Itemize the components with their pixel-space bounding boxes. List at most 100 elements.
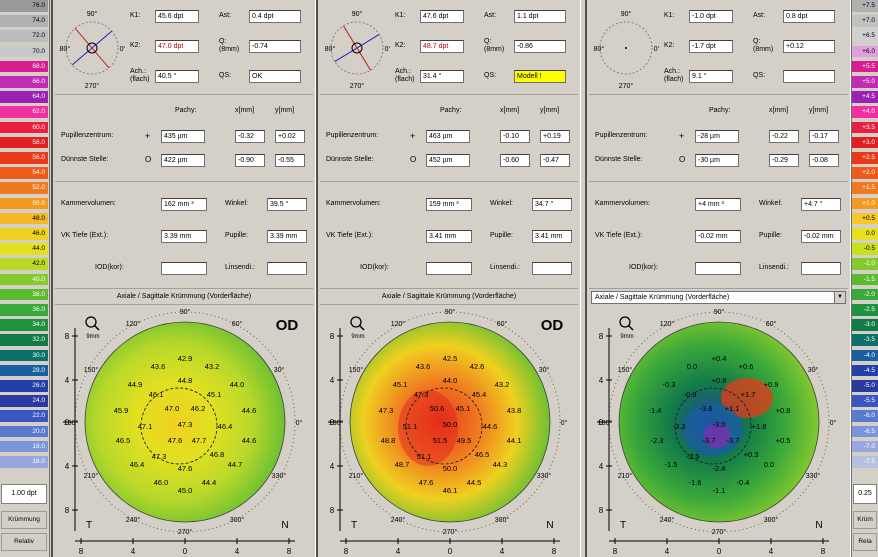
thinnest-pachy-field[interactable]: -30 µm: [695, 154, 739, 167]
scale-type-button[interactable]: Rela: [853, 533, 877, 551]
pupil-pachy-field[interactable]: 463 µm: [426, 130, 470, 143]
k1-field[interactable]: -1.0 dpt: [689, 10, 733, 23]
scale-swatch: 18.0: [0, 440, 48, 453]
scale-swatch: +6.0: [852, 45, 878, 58]
map-type-dropdown[interactable]: Axiale / Sagittale Krümmung (Vorderfläch…: [591, 291, 846, 304]
iod-label: IOD(kor):: [95, 264, 124, 271]
y-header: y[mm]: [809, 107, 829, 114]
map-value: 47.3: [414, 390, 429, 399]
map-degree-label: 90°: [180, 308, 191, 316]
map-value: 45.0: [178, 486, 193, 495]
map-degree-label: 180°: [329, 419, 344, 427]
pupil-y-field[interactable]: +0.02: [275, 130, 305, 143]
chamber-volume-field[interactable]: 162 mm ³: [161, 198, 207, 211]
astigmatism-field[interactable]: 1.1 dpt: [514, 10, 566, 23]
thinnest-x-field[interactable]: -0.90: [235, 154, 265, 167]
angle-field[interactable]: 39.5 °: [267, 198, 307, 211]
axis-field[interactable]: 31.4 °: [420, 70, 464, 83]
quality-status-field[interactable]: Modell !: [514, 70, 566, 83]
map-value: -3.0: [713, 420, 726, 429]
k2-field[interactable]: -1.7 dpt: [689, 40, 733, 53]
zoom-icon-lens: [619, 316, 631, 328]
iod-field[interactable]: [161, 262, 207, 275]
axis-field[interactable]: 9.1 °: [689, 70, 733, 83]
iod-field[interactable]: [695, 262, 741, 275]
map-value: 51.1: [417, 452, 432, 461]
scale-type-button[interactable]: Relativ: [1, 533, 47, 551]
scale-swatch: -1.0: [852, 258, 878, 270]
ac-depth-field[interactable]: 3.39 mm: [161, 230, 207, 243]
ac-depth-field[interactable]: 3.41 mm: [426, 230, 472, 243]
map-value: 47.3: [178, 420, 193, 429]
map-value: 44.9: [128, 380, 143, 389]
scale-mode-button[interactable]: Krüm: [853, 511, 877, 529]
chamber-volume-label: Kammervolumen:: [595, 200, 650, 207]
iod-field[interactable]: [426, 262, 472, 275]
topography-map[interactable]: 8 4 0 4 8 8 4 0 4 8 90° 270° 0° 180° 120° 60° 150° 30° 210…: [589, 306, 850, 557]
scale-mode-button[interactable]: Krümmung: [1, 511, 47, 529]
topography-map[interactable]: 8 4 0 4 8 8 4 0 4 8 90° 270° 0° 180° 120° 60° 150° 30° 210…: [320, 306, 581, 557]
map-value: 44.3: [493, 460, 508, 469]
thinnest-pachy-field[interactable]: 422 µm: [161, 154, 205, 167]
thinnest-y-field[interactable]: -0.47: [540, 154, 570, 167]
k2-field[interactable]: 48.7 dpt: [420, 40, 464, 53]
nasal-label: N: [281, 520, 288, 531]
axis-diagram: 90° 270° 0° 180°: [59, 10, 125, 90]
lens-field[interactable]: [532, 262, 572, 275]
chamber-volume-field[interactable]: 159 mm ³: [426, 198, 472, 211]
ac-depth-field[interactable]: -0.02 mm: [695, 230, 741, 243]
pupil-outline: [674, 387, 752, 465]
pupil-field[interactable]: 3.39 mm: [267, 230, 307, 243]
cornea-map-disc: [349, 321, 551, 523]
map-value: -3.6: [700, 404, 713, 413]
quality-status-field[interactable]: OK: [249, 70, 301, 83]
zoom-icon-handle: [358, 324, 365, 331]
q-value-field[interactable]: +0.12: [783, 40, 835, 53]
pupil-field[interactable]: 3.41 mm: [532, 230, 572, 243]
k1-field[interactable]: 45.6 dpt: [155, 10, 199, 23]
pupil-field[interactable]: -0.02 mm: [801, 230, 841, 243]
pupil-x-field[interactable]: -0.32: [235, 130, 265, 143]
map-value: 46.0: [154, 478, 169, 487]
scale-swatch: -4.0: [852, 349, 878, 362]
k2-field[interactable]: 47.0 dpt: [155, 40, 199, 53]
left-tick-label: 0: [65, 418, 70, 427]
pupil-x-field[interactable]: -0.22: [769, 130, 799, 143]
pupil-pachy-field[interactable]: 435 µm: [161, 130, 205, 143]
astigmatism-field[interactable]: 0.4 dpt: [249, 10, 301, 23]
k1-field[interactable]: 47.6 dpt: [420, 10, 464, 23]
thinnest-x-field[interactable]: -0.60: [500, 154, 530, 167]
axis-field[interactable]: 40.5 °: [155, 70, 199, 83]
scale-step-field[interactable]: 1.00 dpt: [1, 484, 47, 504]
quality-status-field[interactable]: [783, 70, 835, 83]
topography-map[interactable]: 8 4 0 4 8 8 4 0 4 8 90° 270° 0° 180° 120° 60° 150° 30° 210…: [55, 306, 316, 557]
lens-field[interactable]: [267, 262, 307, 275]
q-value-field[interactable]: -0.74: [249, 40, 301, 53]
pupil-center-symbol: +: [410, 131, 416, 141]
map-value: 45.1: [456, 404, 471, 413]
pupil-x-field[interactable]: -0.10: [500, 130, 530, 143]
map-value: +0.5: [776, 436, 791, 445]
q-value-field[interactable]: -0.86: [514, 40, 566, 53]
angle-field[interactable]: 34.7 °: [532, 198, 572, 211]
pupil-y-field[interactable]: +0.19: [540, 130, 570, 143]
lens-field[interactable]: [801, 262, 841, 275]
nasal-label: N: [815, 520, 822, 531]
angle-field[interactable]: +4.7 °: [801, 198, 841, 211]
thinnest-pachy-field[interactable]: 452 µm: [426, 154, 470, 167]
scale-swatch: +2.5: [852, 152, 878, 164]
center-marker: [86, 42, 98, 54]
q-label: Q:: [219, 38, 227, 45]
chamber-volume-field[interactable]: +4 mm ³: [695, 198, 741, 211]
map-degree-label: 270°: [443, 528, 458, 536]
chevron-down-icon[interactable]: ▼: [834, 292, 845, 303]
map-degree-label: 150°: [84, 366, 99, 374]
pupil-y-field[interactable]: -0.17: [809, 130, 839, 143]
scale-step-field[interactable]: 0.25: [853, 484, 877, 504]
thinnest-y-field[interactable]: -0.08: [809, 154, 839, 167]
axis-label: 270°: [350, 82, 365, 90]
astigmatism-field[interactable]: 0.8 dpt: [783, 10, 835, 23]
thinnest-y-field[interactable]: -0.55: [275, 154, 305, 167]
thinnest-x-field[interactable]: -0.29: [769, 154, 799, 167]
pupil-pachy-field[interactable]: -28 µm: [695, 130, 739, 143]
